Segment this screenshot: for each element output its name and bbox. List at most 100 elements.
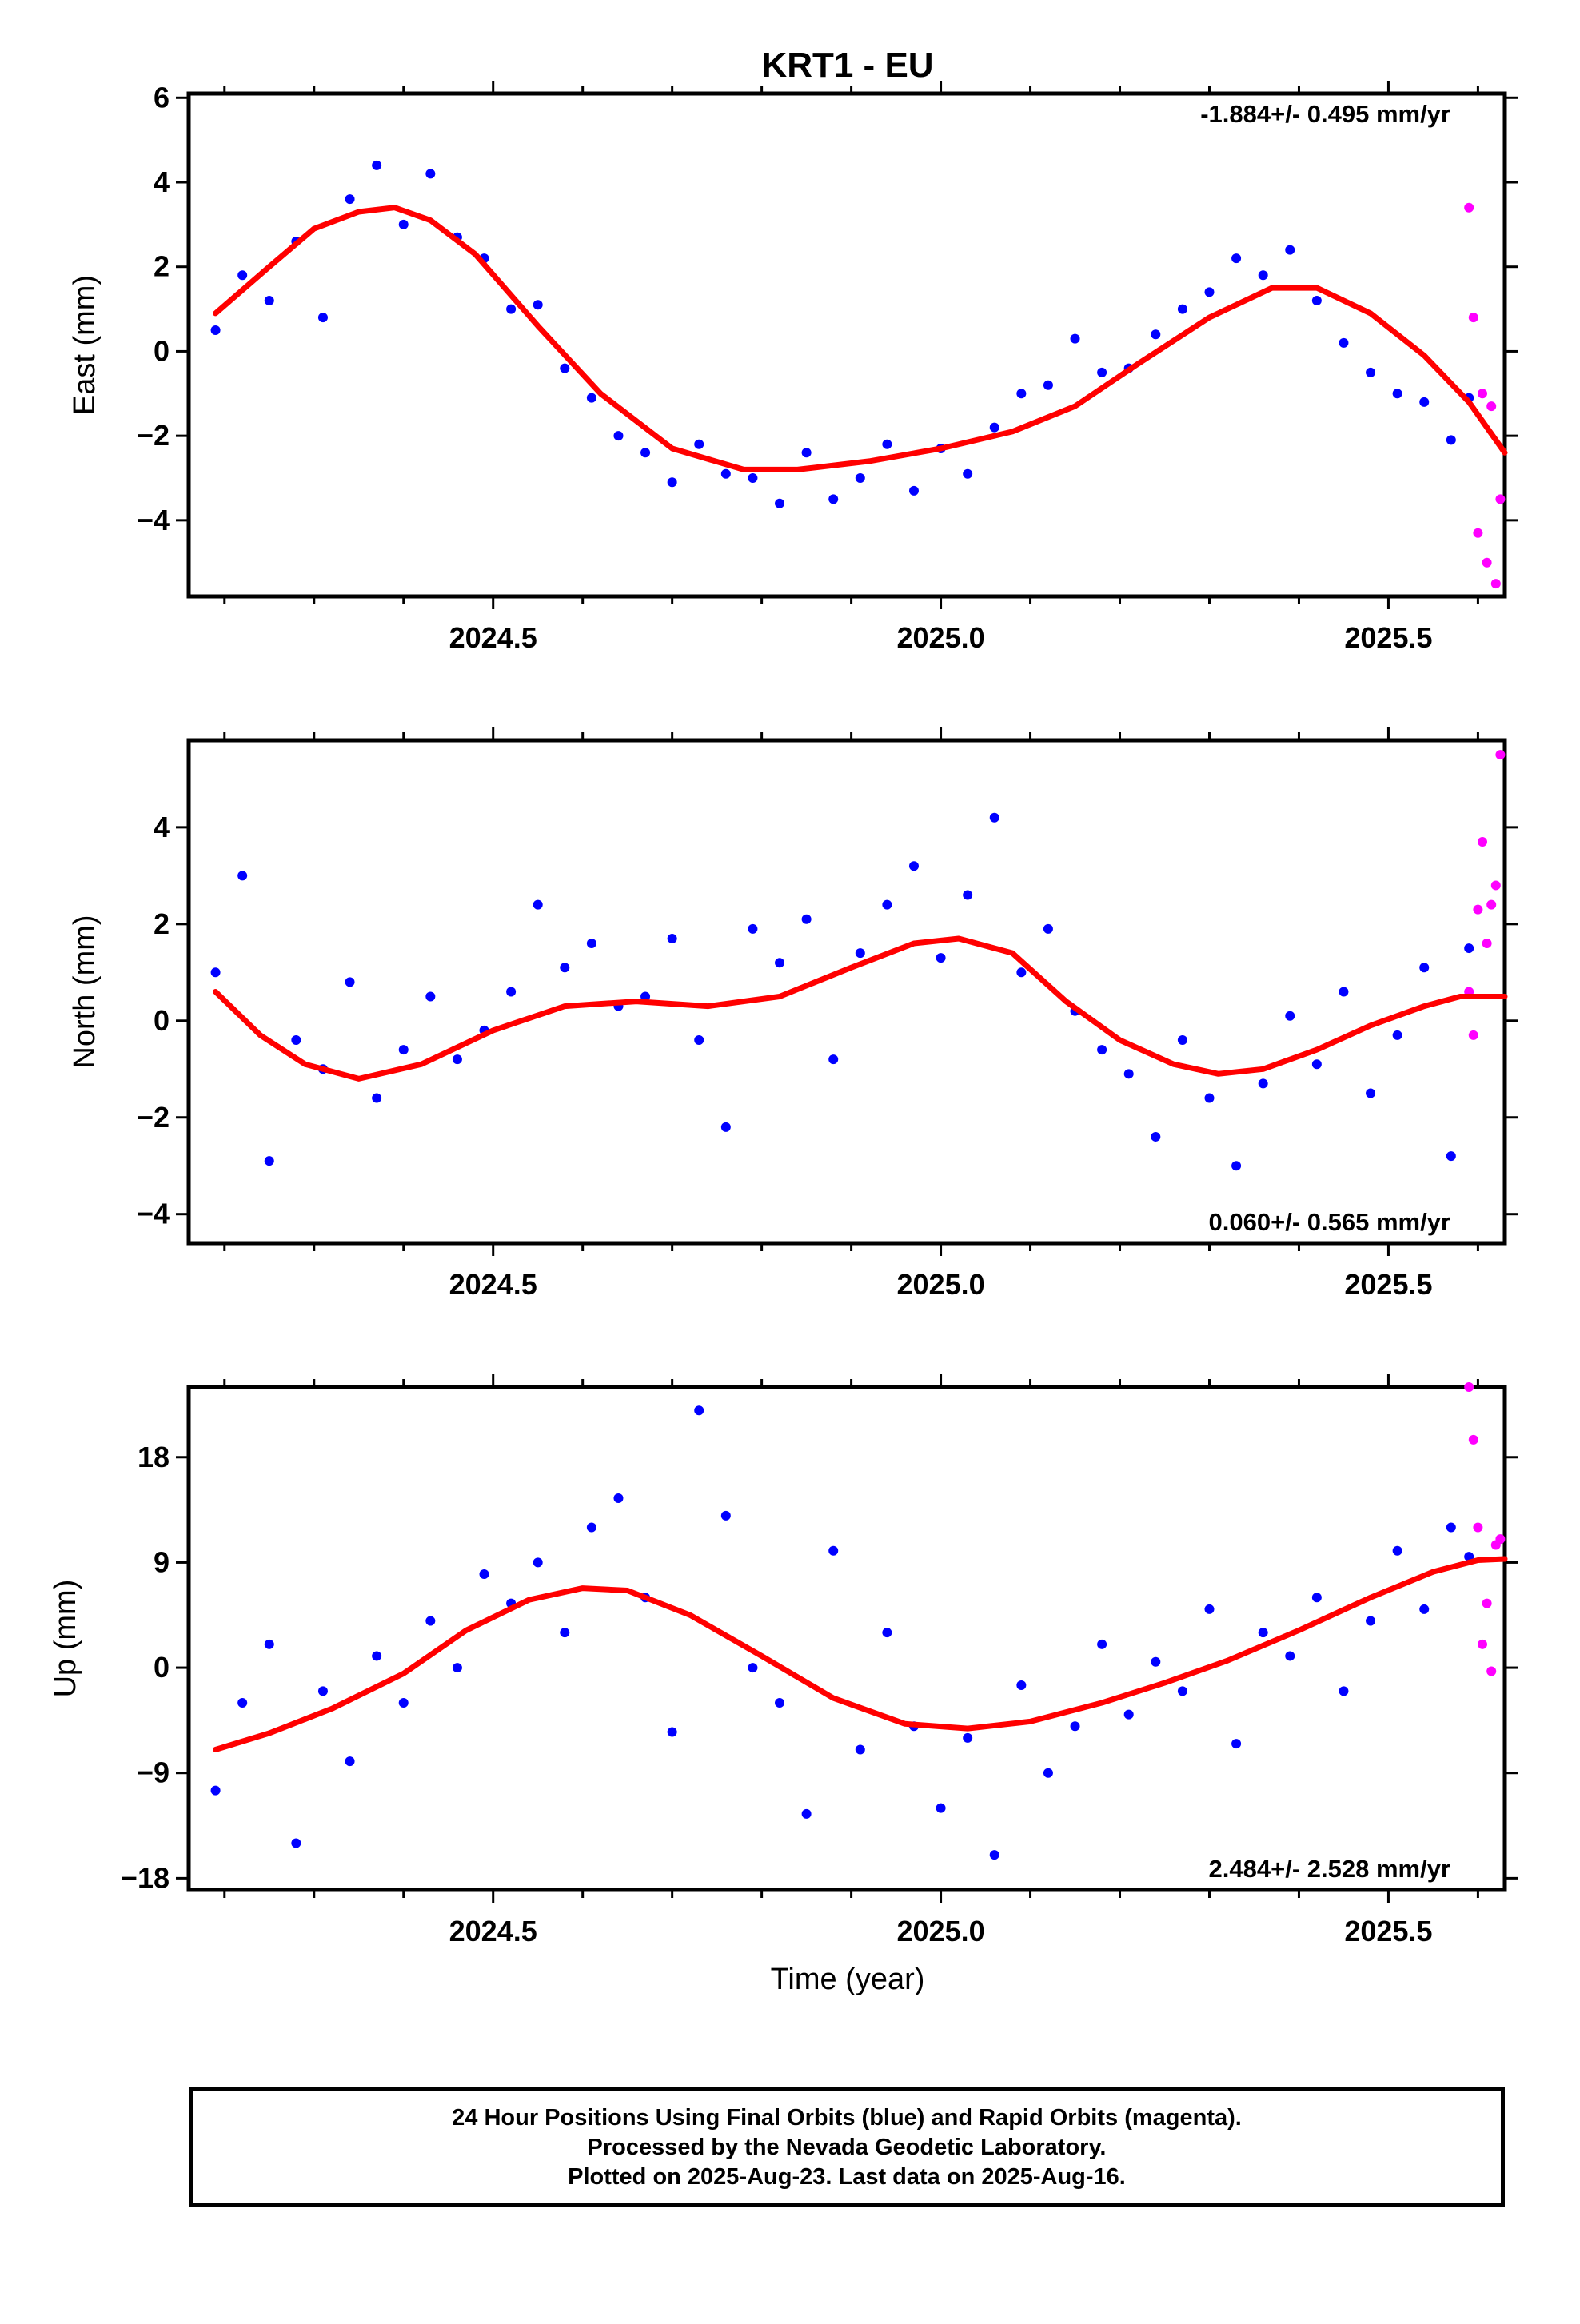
- up-final-point: [372, 1651, 382, 1661]
- north-final-point: [425, 991, 436, 1002]
- north-final-point: [345, 977, 355, 987]
- east-final-point: [345, 194, 355, 205]
- north-final-point: [1446, 1151, 1456, 1162]
- north-final-point: [989, 812, 999, 823]
- east-final-point: [1151, 329, 1161, 340]
- north-final-point: [1043, 923, 1053, 934]
- north-x-tick-label: 2024.5: [449, 1268, 537, 1301]
- north-rapid-point: [1486, 899, 1497, 910]
- east-y-tick-label: 0: [154, 334, 170, 367]
- east-final-point: [1204, 287, 1215, 297]
- x-axis-label: Time (year): [771, 1963, 925, 1996]
- north-final-point: [452, 1054, 462, 1065]
- east-final-point: [1070, 333, 1080, 344]
- north-rapid-point: [1468, 1030, 1478, 1040]
- east-rapid-point: [1468, 313, 1478, 323]
- east-final-point: [1392, 389, 1402, 399]
- east-rapid-point: [1482, 557, 1492, 568]
- east-final-point: [1258, 270, 1268, 281]
- up-final-point: [1446, 1522, 1456, 1533]
- east-final-point: [667, 477, 677, 488]
- north-final-point: [1419, 963, 1430, 973]
- east-final-point: [1339, 337, 1349, 348]
- east-final-point: [882, 439, 892, 449]
- north-final-point: [1016, 967, 1027, 978]
- east-x-tick-label: 2024.5: [449, 621, 537, 654]
- north-final-point: [372, 1093, 382, 1103]
- east-y-tick-label: −2: [137, 419, 170, 452]
- up-fit-line: [213, 1556, 1508, 1752]
- north-final-point: [1097, 1045, 1107, 1055]
- north-final-point: [1311, 1059, 1322, 1070]
- east-final-point: [425, 169, 436, 179]
- north-final-point: [264, 1156, 274, 1166]
- chart-title: KRT1 - EU: [761, 46, 933, 85]
- north-final-point: [855, 948, 865, 959]
- east-final-point: [317, 313, 328, 323]
- up-rapid-point: [1495, 1534, 1506, 1545]
- up-final-point: [963, 1732, 973, 1743]
- east-rapid-point: [1486, 401, 1497, 412]
- north-rapid-point: [1490, 880, 1501, 891]
- east-final-point: [1366, 367, 1376, 377]
- up-final-point: [775, 1697, 785, 1708]
- up-y-tick-label: −9: [137, 1756, 170, 1789]
- up-final-point: [560, 1628, 570, 1638]
- up-final-point: [425, 1616, 436, 1626]
- north-final-point: [291, 1034, 301, 1045]
- north-final-point: [694, 1034, 704, 1045]
- up-final-point: [1016, 1680, 1027, 1691]
- east-rapid-point: [1464, 202, 1474, 213]
- east-final-point: [1419, 397, 1430, 407]
- up-y-tick-label: 18: [138, 1441, 170, 1473]
- east-final-point: [908, 485, 919, 496]
- east-final-point: [237, 270, 248, 281]
- north-rate-annotation: 0.060+/- 0.565 mm/yr: [1209, 1208, 1450, 1236]
- east-final-point: [640, 448, 651, 458]
- up-final-point: [1231, 1739, 1242, 1749]
- east-fit-line: [213, 205, 1508, 472]
- up-rapid-point: [1464, 1382, 1474, 1392]
- north-panel: 2024.5 2025.0 2025.5 −4 −2 0 2 4 North (mm) 0.060…: [68, 727, 1518, 1301]
- north-final-point: [1392, 1030, 1402, 1040]
- up-final-point: [291, 1838, 301, 1848]
- north-final-point: [748, 923, 758, 934]
- east-final-point: [1016, 389, 1027, 399]
- up-final-point: [210, 1785, 221, 1796]
- east-final-point: [963, 468, 973, 479]
- north-final-point: [936, 953, 946, 963]
- north-final-point: [1231, 1161, 1242, 1171]
- north-final-point: [1151, 1131, 1161, 1142]
- east-rate-annotation: -1.884+/- 0.495 mm/yr: [1200, 100, 1450, 128]
- up-final-point: [1151, 1656, 1161, 1667]
- footer-line-3: Plotted on 2025-Aug-23. Last data on 202…: [568, 2163, 1126, 2190]
- east-final-point: [775, 498, 785, 508]
- north-final-point: [720, 1122, 731, 1132]
- up-final-point: [586, 1522, 596, 1533]
- up-final-point: [345, 1756, 355, 1767]
- north-final-point: [586, 939, 596, 949]
- north-final-point: [1285, 1011, 1295, 1021]
- north-rapid-point: [1482, 939, 1492, 949]
- up-final-point: [1204, 1604, 1215, 1614]
- east-final-point: [210, 325, 221, 335]
- up-final-point: [264, 1639, 274, 1649]
- east-final-point: [586, 393, 596, 403]
- up-final-point: [1258, 1628, 1268, 1638]
- east-y-tick-label: −4: [137, 504, 170, 536]
- east-rapid-point: [1495, 494, 1506, 504]
- north-x-tick-label: 2025.5: [1344, 1268, 1432, 1301]
- up-final-point: [1177, 1686, 1187, 1696]
- east-plot-frame: [186, 91, 1507, 599]
- up-final-point: [533, 1557, 543, 1568]
- north-final-point: [1123, 1069, 1134, 1079]
- up-final-point: [720, 1510, 731, 1521]
- up-final-point: [1311, 1593, 1322, 1603]
- up-final-point: [1043, 1768, 1053, 1778]
- up-final-point: [936, 1803, 946, 1813]
- north-rapid-point: [1473, 904, 1483, 915]
- east-final-point: [1043, 380, 1053, 390]
- up-final-point: [479, 1569, 489, 1580]
